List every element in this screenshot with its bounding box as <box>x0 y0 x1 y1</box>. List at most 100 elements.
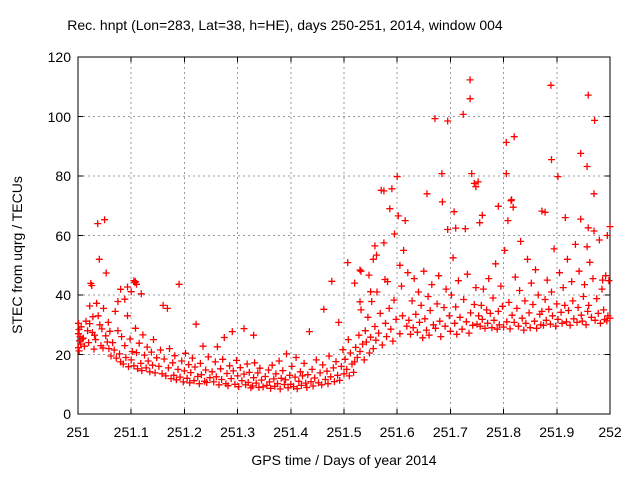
data-point <box>175 280 183 288</box>
data-point <box>552 322 560 330</box>
data-point <box>586 258 594 266</box>
data-point <box>250 374 258 382</box>
data-point <box>164 364 172 372</box>
data-point <box>568 278 576 286</box>
data-point <box>477 301 485 309</box>
data-point <box>353 354 361 361</box>
data-point <box>510 133 518 141</box>
data-point <box>481 324 489 332</box>
data-point <box>541 296 549 303</box>
data-point <box>288 362 296 370</box>
data-point <box>126 335 134 343</box>
data-point <box>202 366 210 374</box>
data-point <box>503 318 511 326</box>
data-point <box>470 301 478 308</box>
data-point <box>121 295 129 303</box>
data-point <box>146 368 154 376</box>
data-point <box>475 312 483 320</box>
data-point <box>159 301 167 309</box>
data-point <box>454 277 462 285</box>
data-point <box>217 365 225 373</box>
data-point <box>135 339 143 347</box>
data-point <box>151 369 159 377</box>
data-point <box>203 379 211 386</box>
data-point <box>432 324 439 332</box>
data-point <box>521 297 529 305</box>
data-point <box>461 225 469 233</box>
data-point <box>553 300 561 308</box>
data-point <box>578 317 586 325</box>
data-point <box>127 356 135 364</box>
data-point <box>476 322 484 330</box>
data-point <box>196 359 204 367</box>
data-point <box>391 230 398 238</box>
data-point <box>577 149 585 157</box>
data-point <box>445 312 453 320</box>
data-point <box>274 380 281 388</box>
data-point <box>176 373 184 381</box>
data-point <box>516 287 524 294</box>
data-point <box>508 196 516 204</box>
data-point <box>547 81 555 89</box>
data-point <box>155 362 163 370</box>
data-point <box>428 281 436 289</box>
data-point <box>550 245 558 253</box>
data-point <box>453 330 461 338</box>
data-point <box>554 315 562 323</box>
data-point <box>233 356 240 364</box>
data-point <box>323 367 331 375</box>
data-point <box>405 316 413 324</box>
data-point <box>469 321 477 329</box>
data-point <box>236 364 244 372</box>
data-point <box>478 211 486 219</box>
data-point <box>452 224 460 232</box>
data-point <box>282 376 289 384</box>
data-point <box>112 354 120 362</box>
data-point <box>466 76 474 84</box>
data-point <box>102 332 110 340</box>
data-point <box>423 326 430 334</box>
data-point <box>515 322 522 330</box>
data-point <box>244 379 252 386</box>
data-point <box>187 369 195 377</box>
data-point <box>605 277 613 285</box>
data-point <box>133 280 140 288</box>
data-point <box>526 324 534 332</box>
data-point <box>383 333 391 341</box>
data-point <box>387 325 395 333</box>
data-point <box>565 307 572 314</box>
data-point <box>548 288 555 296</box>
data-point <box>116 350 123 358</box>
data-point <box>344 336 352 344</box>
data-point <box>316 369 324 377</box>
data-point <box>272 370 280 378</box>
data-point <box>452 303 460 311</box>
data-point <box>486 309 494 317</box>
data-point <box>520 326 528 334</box>
y-axis-label-text: STEC from uqrg / TECUs <box>9 176 25 334</box>
data-point <box>380 187 388 195</box>
data-point <box>252 379 260 387</box>
data-point <box>357 306 365 314</box>
data-point <box>446 327 454 335</box>
data-point <box>336 376 344 384</box>
data-point <box>139 331 147 339</box>
data-point <box>122 354 130 361</box>
data-point <box>463 270 471 278</box>
chart-title: Rec. hnpt (Lon=283, Lat=38, h=HE), days … <box>67 17 503 33</box>
data-point <box>431 115 439 123</box>
data-point <box>254 369 262 377</box>
data-point <box>104 318 112 326</box>
data-point <box>79 334 87 342</box>
data-point <box>328 277 336 285</box>
data-point <box>325 352 333 360</box>
data-point <box>283 350 290 358</box>
data-point <box>319 361 327 369</box>
data-point <box>510 318 518 326</box>
data-point <box>286 371 294 379</box>
data-point <box>509 203 517 211</box>
data-point <box>218 376 226 383</box>
data-point <box>494 202 502 210</box>
data-point <box>574 304 582 311</box>
data-point <box>365 271 373 279</box>
